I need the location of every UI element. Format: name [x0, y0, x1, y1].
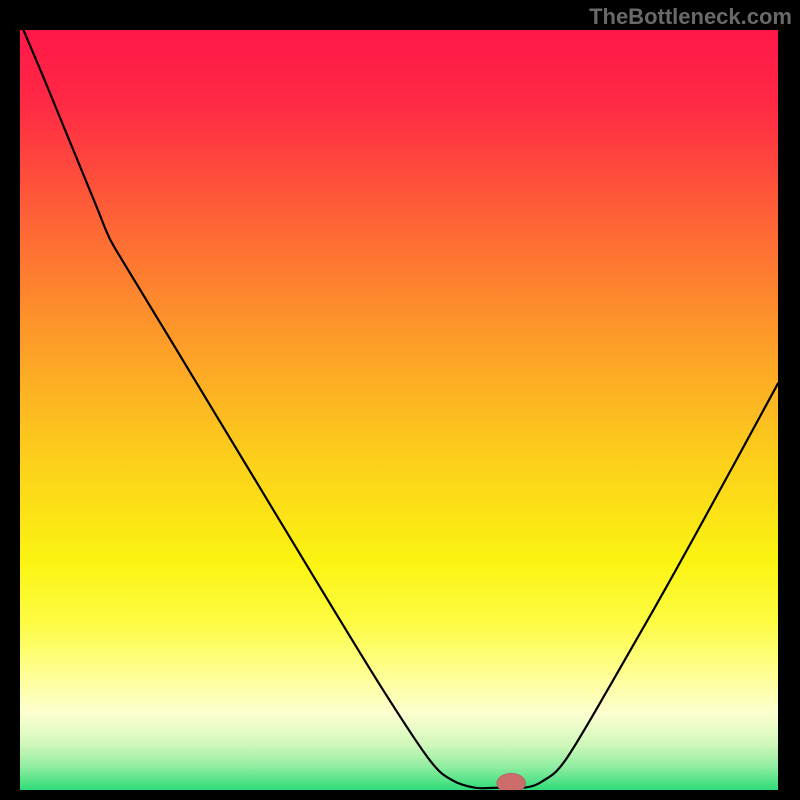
plot-area: [20, 30, 778, 790]
plot-svg: [20, 30, 778, 790]
gradient-background: [20, 30, 778, 790]
chart-canvas: TheBottleneck.com: [0, 0, 800, 800]
watermark-text: TheBottleneck.com: [589, 4, 792, 30]
